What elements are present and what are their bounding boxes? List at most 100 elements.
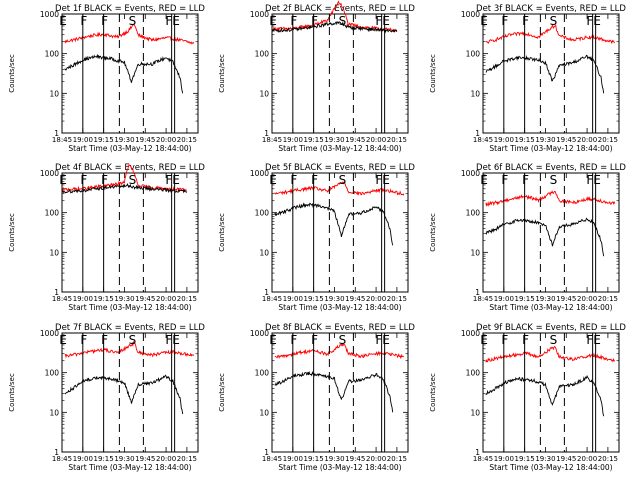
- series-line-lld: [64, 24, 195, 45]
- y-tick-label: 100: [45, 209, 60, 218]
- chart-panel-5: Det 5f BLACK = Events, RED = LLD Counts/s…: [218, 163, 415, 312]
- x-tick-label: 20:00: [577, 295, 597, 303]
- marker-label: FE: [375, 333, 389, 347]
- y-tick-label: 1: [54, 288, 59, 297]
- y-axis-label: Counts/sec: [218, 373, 226, 412]
- chart-title: Det 8f BLACK = Events, RED = LLD: [265, 323, 415, 333]
- x-tick-label: 20:00: [156, 136, 176, 144]
- chart-title: Det 2f BLACK = Events, RED = LLD: [265, 4, 415, 14]
- y-axis-label: Counts/sec: [8, 213, 16, 252]
- marker-label: E: [59, 173, 67, 187]
- y-tick-label: 1000: [250, 10, 269, 19]
- marker-label: F: [501, 333, 508, 347]
- y-tick-label: 100: [255, 369, 270, 378]
- y-tick-label: 100: [255, 50, 270, 59]
- x-tick-label: 19:00: [283, 136, 303, 144]
- chart-panel-2: Det 2f BLACK = Events, RED = LLD Counts/s…: [218, 0, 415, 153]
- chart-title: Det 7f BLACK = Events, RED = LLD: [55, 323, 205, 333]
- y-tick-label: 1000: [461, 10, 480, 19]
- marker-label: FE: [375, 14, 389, 28]
- marker-label: E: [269, 333, 277, 347]
- series-line-events: [485, 374, 605, 417]
- y-tick-label: 1: [475, 448, 480, 457]
- x-tick-label: 19:00: [494, 136, 514, 144]
- x-tick-label: 19:00: [73, 136, 93, 144]
- y-tick-label: 1000: [40, 169, 59, 178]
- x-axis-label: Start Time (03-May-12 18:44:00): [68, 144, 191, 153]
- y-tick-label: 1000: [250, 329, 269, 338]
- x-tick-label: 18:45: [52, 295, 72, 303]
- x-tick-label: 20:00: [366, 136, 386, 144]
- x-tick-label: 19:15: [94, 455, 114, 463]
- marker-label: FE: [375, 173, 389, 187]
- y-axis-label: Counts/sec: [8, 373, 16, 412]
- x-tick-label: 20:00: [156, 295, 176, 303]
- marker-label: S: [339, 333, 347, 347]
- marker-label: S: [129, 14, 137, 28]
- y-tick-label: 1000: [461, 169, 480, 178]
- marker-label: E: [480, 333, 488, 347]
- y-tick-label: 1: [264, 448, 269, 457]
- series-line-lld: [274, 181, 405, 196]
- x-tick-label: 19:30: [535, 136, 555, 144]
- y-axis-label: Counts/sec: [218, 213, 226, 252]
- y-tick-label: 10: [259, 408, 269, 417]
- marker-label: S: [550, 14, 558, 28]
- y-tick-label: 100: [466, 209, 481, 218]
- marker-label: FE: [165, 173, 179, 187]
- y-tick-label: 1000: [40, 329, 59, 338]
- chart-title: Det 9f BLACK = Events, RED = LLD: [476, 323, 626, 333]
- y-tick-label: 100: [466, 50, 481, 59]
- x-tick-label: 19:45: [345, 455, 365, 463]
- chart-panel-6: Det 6f BLACK = Events, RED = LLD Counts/s…: [429, 163, 626, 312]
- marker-label: F: [80, 14, 87, 28]
- marker-label: F: [290, 173, 297, 187]
- x-axis-label: Start Time (03-May-12 18:44:00): [278, 144, 401, 153]
- marker-label: F: [501, 14, 508, 28]
- y-tick-label: 10: [259, 89, 269, 98]
- x-tick-label: 18:45: [262, 136, 282, 144]
- x-axis-label: Start Time (03-May-12 18:44:00): [489, 303, 612, 312]
- x-tick-label: 20:00: [577, 136, 597, 144]
- x-tick-label: 19:00: [494, 455, 514, 463]
- marker-label: F: [80, 333, 87, 347]
- x-tick-label: 20:15: [177, 136, 197, 144]
- chart-panel-4: Det 4f BLACK = Events, RED = LLD Counts/s…: [8, 163, 205, 312]
- x-tick-label: 19:30: [114, 295, 134, 303]
- marker-label: E: [269, 173, 277, 187]
- x-tick-label: 19:45: [556, 455, 576, 463]
- y-tick-label: 1: [475, 129, 480, 138]
- x-tick-label: 19:45: [556, 136, 576, 144]
- y-tick-label: 10: [259, 248, 269, 257]
- x-tick-label: 19:30: [324, 455, 344, 463]
- x-tick-label: 20:15: [598, 455, 618, 463]
- marker-label: F: [290, 333, 297, 347]
- marker-label: FE: [586, 173, 600, 187]
- chart-title: Det 4f BLACK = Events, RED = LLD: [55, 163, 205, 173]
- y-tick-label: 10: [470, 89, 480, 98]
- marker-label: E: [269, 14, 277, 28]
- y-axis-label: Counts/sec: [429, 373, 437, 412]
- x-tick-label: 18:45: [473, 295, 493, 303]
- x-tick-label: 20:00: [366, 295, 386, 303]
- marker-label: F: [522, 173, 529, 187]
- x-tick-label: 19:00: [283, 295, 303, 303]
- x-axis-label: Start Time (03-May-12 18:44:00): [278, 463, 401, 472]
- y-tick-label: 10: [49, 408, 59, 417]
- marker-label: E: [59, 333, 67, 347]
- x-tick-label: 19:15: [94, 136, 114, 144]
- marker-label: E: [59, 14, 67, 28]
- x-tick-label: 18:45: [262, 295, 282, 303]
- series-line-lld: [274, 342, 405, 360]
- y-axis-label: Counts/sec: [429, 54, 437, 93]
- marker-label: F: [101, 14, 108, 28]
- marker-label: F: [311, 14, 318, 28]
- x-tick-label: 19:30: [535, 455, 555, 463]
- y-tick-label: 10: [49, 89, 59, 98]
- series-line-events: [485, 54, 605, 94]
- y-tick-label: 1000: [250, 169, 269, 178]
- x-tick-label: 18:45: [52, 136, 72, 144]
- marker-label: FE: [165, 14, 179, 28]
- x-tick-label: 20:15: [387, 455, 407, 463]
- marker-label: S: [129, 333, 137, 347]
